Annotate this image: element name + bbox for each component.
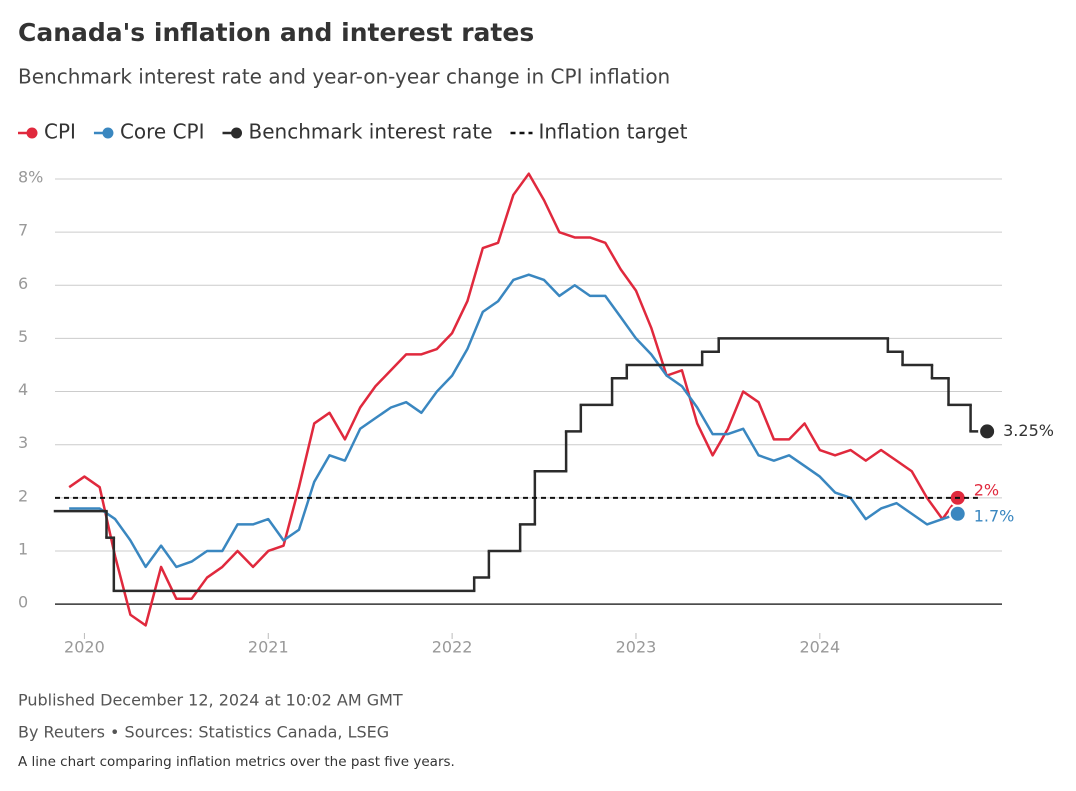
- x-tick-label: 2023: [616, 638, 657, 657]
- y-tick-label: 3: [18, 433, 28, 452]
- end-dot: [948, 504, 967, 523]
- legend-label: Core CPI: [120, 120, 205, 144]
- end-label: 2%: [974, 480, 999, 499]
- x-tick-label: 2022: [432, 638, 473, 657]
- y-tick-label: 8%: [18, 168, 43, 187]
- legend-label: Inflation target: [539, 120, 688, 144]
- end-label: 3.25%: [1003, 421, 1054, 440]
- legend-label: Benchmark interest rate: [249, 120, 493, 144]
- legend-marker: [231, 127, 243, 139]
- x-tick-label: 2024: [799, 638, 840, 657]
- x-tick-label: 2021: [248, 638, 289, 657]
- x-tick-label: 2020: [64, 638, 105, 657]
- byline: By Reuters • Sources: Statistics Canada,…: [18, 723, 389, 742]
- y-tick-label: 2: [18, 486, 28, 505]
- series-line: [69, 273, 959, 569]
- y-tick-label: 6: [18, 274, 28, 293]
- legend-marker: [102, 127, 114, 139]
- chart-subtitle: Benchmark interest rate and year-on-year…: [18, 65, 670, 89]
- y-tick-label: 7: [18, 221, 28, 240]
- series-line: [68, 172, 959, 627]
- y-tick-label: 1: [18, 539, 28, 558]
- legend-label: CPI: [44, 120, 76, 144]
- end-label: 1.7%: [974, 506, 1015, 525]
- chart-title: Canada's inflation and interest rates: [18, 18, 534, 47]
- end-dot: [978, 422, 997, 441]
- legend-marker: [26, 127, 38, 139]
- published: Published December 12, 2024 at 10:02 AM …: [18, 691, 403, 710]
- y-tick-label: 5: [18, 327, 28, 346]
- y-tick-label: 0: [18, 593, 28, 612]
- y-tick-label: 4: [18, 380, 28, 399]
- caption: A line chart comparing inflation metrics…: [18, 754, 455, 770]
